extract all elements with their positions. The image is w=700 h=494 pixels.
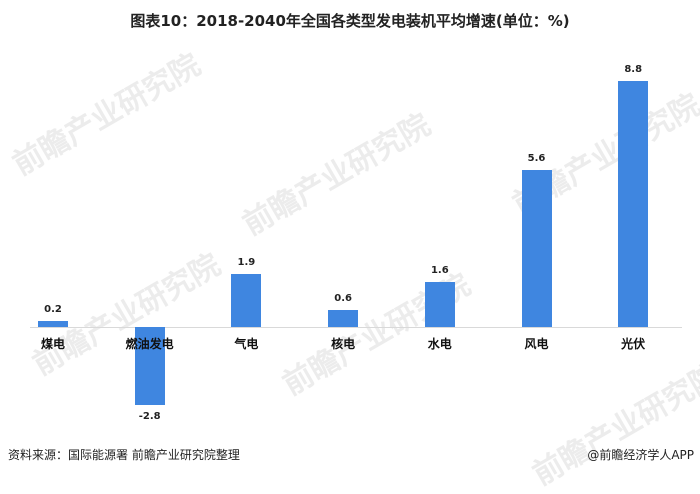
category-label: 水电	[427, 337, 452, 351]
watermark: 前瞻产业研究院	[7, 47, 207, 183]
value-label: 8.8	[624, 63, 643, 75]
value-label: 0.2	[44, 304, 62, 316]
value-label: 1.6	[430, 265, 449, 277]
watermark: 前瞻产业研究院	[527, 357, 700, 493]
category-label: 气电	[234, 337, 259, 351]
category-label: 燃油发电	[125, 337, 174, 351]
bar	[38, 321, 68, 327]
bar	[521, 170, 552, 327]
watermark: 前瞻产业研究院	[237, 107, 437, 243]
bar	[618, 80, 649, 327]
value-label: -2.8	[138, 411, 161, 423]
value-label: 1.9	[237, 256, 256, 268]
credit-label: @前瞻经济学人APP	[587, 448, 694, 462]
bar	[231, 273, 262, 327]
x-axis-line	[30, 327, 682, 328]
category-label: 核电	[331, 337, 356, 351]
value-label: 5.6	[527, 153, 546, 165]
category-label: 煤电	[40, 337, 65, 351]
chart-title: 图表10：2018-2040年全国各类型发电装机平均增速(单位：%)	[130, 12, 570, 30]
bar	[328, 310, 359, 327]
category-label: 光伏	[621, 337, 646, 351]
value-label: 0.6	[334, 293, 352, 305]
bar	[134, 327, 165, 406]
source-note: 资料来源：国际能源署 前瞻产业研究院整理	[8, 448, 240, 462]
bar	[424, 282, 455, 327]
category-label: 风电	[524, 337, 549, 351]
